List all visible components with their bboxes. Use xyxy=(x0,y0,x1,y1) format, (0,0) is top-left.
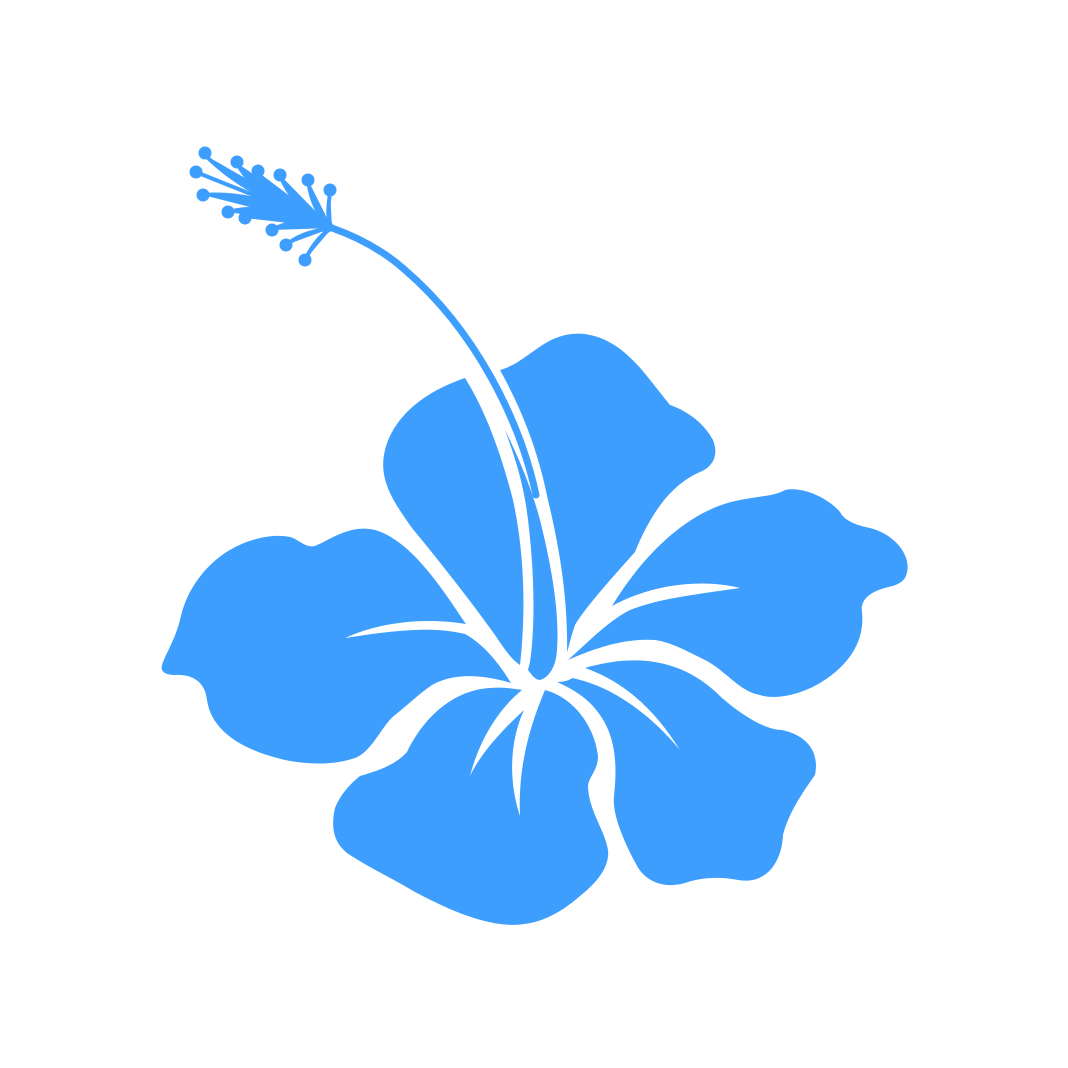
pistil-stem xyxy=(328,224,540,499)
stamen-filaments xyxy=(194,153,334,262)
petal-upper-right xyxy=(500,333,716,652)
petal-left xyxy=(161,528,511,764)
flower-silhouette xyxy=(161,146,908,925)
flower-center xyxy=(505,430,558,680)
petal-right xyxy=(568,489,908,697)
petal-upper-left xyxy=(383,378,524,665)
petal-lower xyxy=(333,687,609,925)
stamen-anthers xyxy=(189,146,337,267)
petal-lower-right xyxy=(557,660,816,886)
